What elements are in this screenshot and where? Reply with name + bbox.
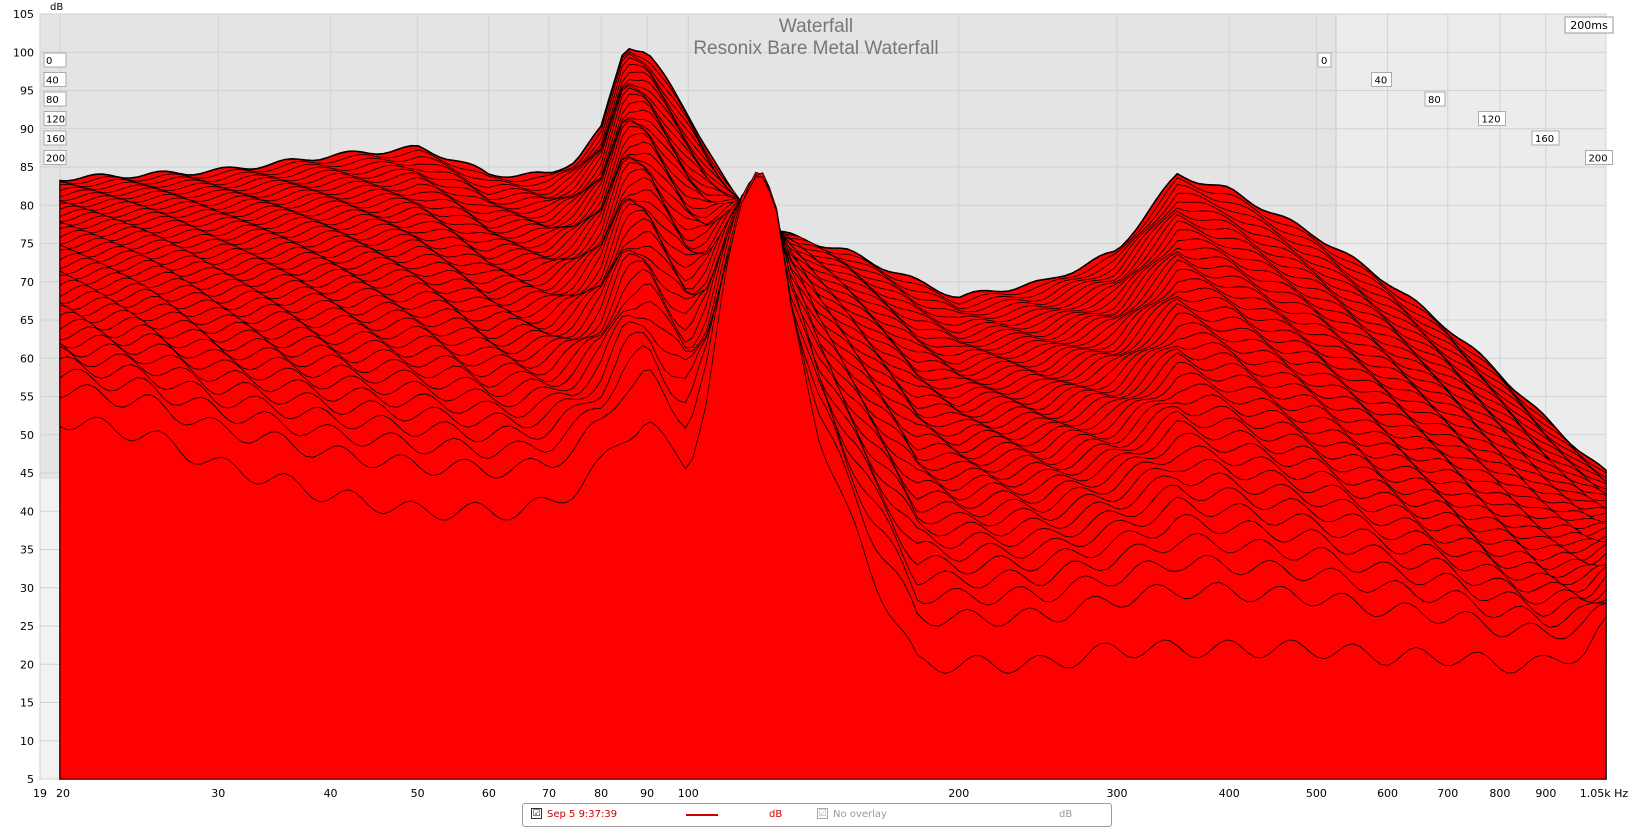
time-axis-label: 200ms — [1564, 16, 1614, 34]
x-tick-label: 200 — [948, 787, 969, 800]
x-tick-label: 40 — [324, 787, 338, 800]
time-tick-label: 40 — [46, 76, 59, 87]
y-tick-label: 60 — [20, 352, 34, 365]
time-tick-box — [43, 52, 67, 68]
time-tick-box — [1478, 111, 1506, 126]
time-tick-box — [43, 150, 67, 165]
time-tick-box — [43, 111, 67, 126]
x-tick-label: 60 — [482, 787, 496, 800]
legend-entry-1-line — [686, 814, 718, 816]
y-tick-label: 10 — [20, 735, 34, 748]
time-tick-label: 120 — [46, 115, 65, 126]
legend-entry-1-label: Sep 5 9:37:39 — [547, 809, 618, 820]
legend-entry-2-label: No overlay — [833, 809, 887, 820]
y-tick-label: 55 — [20, 391, 34, 404]
time-tick-label: 0 — [46, 56, 52, 67]
y-tick-label: 105 — [13, 8, 34, 21]
time-tick-box — [1424, 91, 1446, 107]
x-tick-label: 20 — [56, 787, 70, 800]
legend-checkbox-2[interactable]: ☑ — [817, 808, 828, 819]
x-axis-ticks: 19 20 30 40 50 60 70 80 90 100 200 300 400 500 600 700 8… — [33, 787, 1628, 800]
legend-entry-1-unit: dB — [769, 809, 783, 820]
time-tick-box — [43, 91, 67, 107]
time-tick-box — [1371, 72, 1392, 87]
x-tick-label: 400 — [1219, 787, 1240, 800]
y-axis-ticks: 1051009590858075706560555045403530252015… — [13, 8, 34, 786]
y-tick-label: 5 — [27, 773, 34, 786]
time-tick-box — [43, 130, 67, 146]
y-tick-label: 25 — [20, 620, 34, 633]
time-tick-box — [43, 72, 67, 87]
x-tick-label: 80 — [594, 787, 608, 800]
x-tick-label: 30 — [211, 787, 225, 800]
y-tick-label: 50 — [20, 429, 34, 442]
waterfall-slice — [59, 176, 1607, 780]
y-tick-label: 30 — [20, 582, 34, 595]
x-tick-label: 700 — [1437, 787, 1458, 800]
time-tick-label: 0 — [1321, 56, 1327, 67]
x-tick-label: 100 — [678, 787, 699, 800]
y-tick-label: 70 — [20, 276, 34, 289]
x-tick-label: 70 — [542, 787, 556, 800]
y-tick-label: 35 — [20, 544, 34, 557]
y-tick-label: 65 — [20, 314, 34, 327]
y-tick-label: 90 — [20, 123, 34, 136]
y-tick-label: 80 — [20, 199, 34, 212]
x-tick-label: 50 — [411, 787, 425, 800]
legend-entry-2-unit: dB — [1059, 809, 1073, 820]
x-tick-label: 800 — [1489, 787, 1510, 800]
y-axis-label: dB — [50, 2, 63, 13]
y-tick-label: 40 — [20, 505, 34, 518]
svg-text:200ms: 200ms — [1570, 19, 1608, 32]
y-tick-label: 100 — [13, 46, 34, 59]
time-tick-box — [1317, 52, 1332, 68]
y-tick-label: 15 — [20, 697, 34, 710]
time-tick-label: 160 — [46, 134, 65, 145]
y-tick-label: 85 — [20, 161, 34, 174]
y-tick-label: 95 — [20, 85, 34, 98]
time-tick-label: 80 — [1428, 95, 1441, 106]
x-tick-label: 600 — [1377, 787, 1398, 800]
time-tick-label: 120 — [1482, 115, 1501, 126]
y-tick-label: 45 — [20, 467, 34, 480]
time-tick-label: 200 — [46, 154, 65, 165]
time-tick-box — [1585, 150, 1613, 165]
legend-checkbox-1[interactable]: ☑ — [531, 808, 542, 819]
y-tick-label: 75 — [20, 238, 34, 251]
waterfall-slices — [59, 47, 1607, 780]
time-tick-label: 200 — [1589, 154, 1608, 165]
y-tick-label: 20 — [20, 658, 34, 671]
time-tick-box — [1531, 130, 1560, 146]
x-tick-label: 500 — [1306, 787, 1327, 800]
x-tick-label: 19 — [33, 787, 47, 800]
x-tick-label: 900 — [1535, 787, 1556, 800]
chart-title: Waterfall — [779, 16, 853, 37]
time-axis-ticks: 0 0 40 40 80 80 120 120 160 160 200 200 — [43, 52, 1613, 165]
time-tick-label: 40 — [1375, 76, 1388, 87]
time-tick-label: 160 — [1535, 134, 1554, 145]
x-tick-label: 90 — [640, 787, 654, 800]
chart-subtitle: Resonix Bare Metal Waterfall — [693, 38, 938, 59]
x-tick-label: 300 — [1107, 787, 1128, 800]
legend-bar: ☑ Sep 5 9:37:39 dB ☑ No overlay dB — [522, 803, 1112, 827]
x-tick-label: 1.05k Hz — [1580, 787, 1629, 800]
time-tick-label: 80 — [46, 95, 59, 106]
